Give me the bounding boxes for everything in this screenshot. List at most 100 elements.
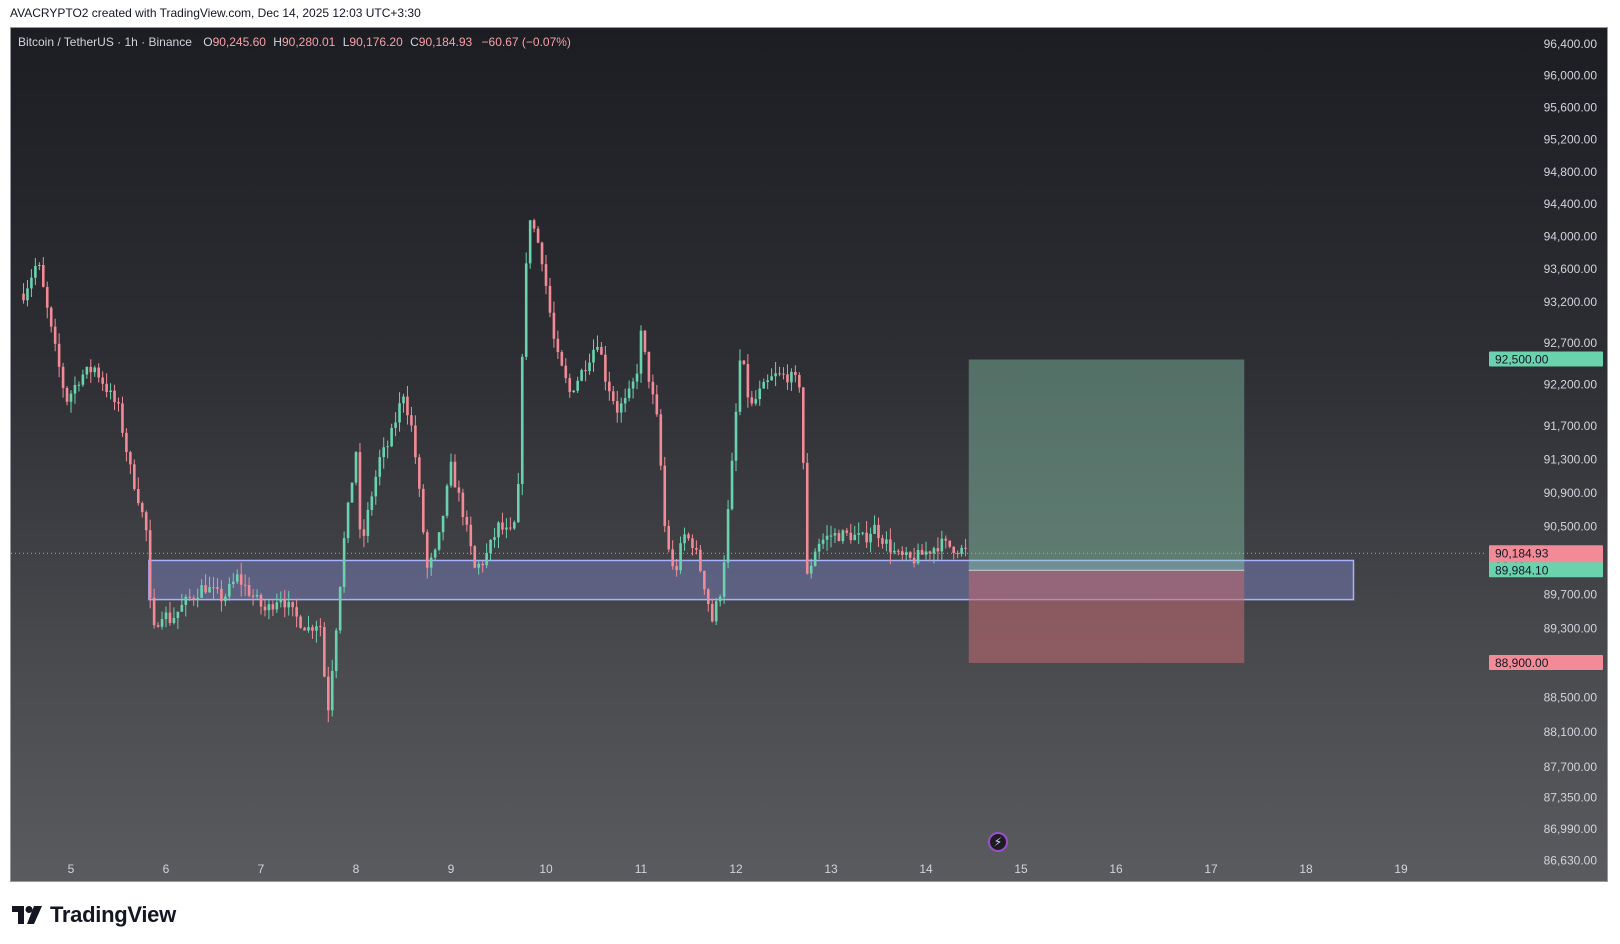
candle-107 <box>445 483 449 519</box>
candle-body <box>208 587 211 593</box>
legend-low-label: L <box>342 35 350 49</box>
candle-124 <box>513 520 516 530</box>
candle-129 <box>532 218 536 233</box>
candle-207 <box>841 529 845 544</box>
candle-body <box>857 533 861 535</box>
candle-203 <box>825 525 829 551</box>
x-tick-label: 17 <box>1204 862 1218 876</box>
candle-body <box>790 371 793 383</box>
candle-44 <box>196 588 199 608</box>
candle-224 <box>908 551 912 560</box>
candle-130 <box>536 226 540 244</box>
candle-114 <box>473 544 477 569</box>
candle-69 <box>295 598 298 628</box>
candle-42 <box>188 588 192 602</box>
candle-154 <box>631 377 635 399</box>
x-tick-label: 11 <box>635 862 648 876</box>
candle-body <box>53 326 57 344</box>
candle-body <box>651 381 655 395</box>
candle-227 <box>920 543 924 555</box>
candle-body <box>742 360 746 364</box>
candle-198 <box>805 452 809 575</box>
y-tick-label: 91,300.00 <box>1544 452 1598 466</box>
candle-body <box>540 242 544 265</box>
candle-186 <box>758 380 762 406</box>
candle-31 <box>144 510 148 542</box>
candle-body <box>829 535 833 537</box>
y-tick-label: 91,700.00 <box>1544 419 1598 433</box>
candle-body <box>69 393 73 402</box>
candle-body <box>576 380 579 391</box>
candle-119 <box>493 527 496 548</box>
candle-body <box>556 338 560 353</box>
candle-127 <box>524 252 528 361</box>
candle-137 <box>564 358 568 384</box>
candle-body <box>445 485 449 516</box>
candle-body <box>184 596 188 605</box>
candle-body <box>425 532 429 568</box>
candle-body <box>414 425 417 458</box>
candle-149 <box>611 385 615 405</box>
candle-77 <box>326 666 330 723</box>
candle-160 <box>655 384 659 417</box>
candle-210 <box>853 525 857 541</box>
candle-180 <box>734 403 738 472</box>
candle-46 <box>204 574 207 594</box>
candle-170 <box>695 540 698 555</box>
candle-196 <box>798 372 801 393</box>
y-tick-label: 95,600.00 <box>1544 101 1598 115</box>
candle-body <box>176 611 180 619</box>
candle-223 <box>904 546 908 562</box>
candle-body <box>873 524 876 534</box>
candle-body <box>889 539 892 553</box>
candle-11 <box>65 386 69 406</box>
x-tick-label: 9 <box>448 862 455 876</box>
x-tick-label: 18 <box>1299 862 1313 876</box>
candle-159 <box>651 374 655 405</box>
candle-235 <box>952 546 956 560</box>
candle-body <box>271 604 275 610</box>
candle-body <box>61 366 65 388</box>
candle-body <box>465 517 469 525</box>
candle-76 <box>323 622 326 678</box>
candle-231 <box>936 537 940 560</box>
candle-70 <box>299 614 302 629</box>
chart-area[interactable]: 5 6 7 8 9 10 11 12 13 14 15 16 17 18 19 96,400.00 96,000… <box>10 27 1608 882</box>
tradingview-logo-icon <box>12 906 42 924</box>
candle-1 <box>26 280 29 307</box>
candle-body <box>283 599 287 608</box>
candle-150 <box>615 390 619 423</box>
candle-103 <box>429 553 433 576</box>
candle-25 <box>121 396 124 437</box>
candle-39 <box>176 611 180 629</box>
legend-close-label: C <box>410 35 419 49</box>
candle-135 <box>556 330 560 360</box>
candle-body <box>382 447 386 458</box>
candle-body <box>346 502 350 539</box>
candle-body <box>477 563 481 568</box>
candle-52 <box>228 577 231 601</box>
candle-body <box>239 574 243 585</box>
candle-body <box>572 390 576 393</box>
candle-body <box>718 596 722 602</box>
lightning-icon[interactable]: ⚡ <box>988 832 1008 852</box>
candle-body <box>330 670 334 711</box>
candle-body <box>200 585 203 598</box>
candle-67 <box>287 590 291 616</box>
candle-body <box>520 356 524 485</box>
candle-168 <box>687 532 690 541</box>
candle-body <box>125 432 128 453</box>
x-tick-label: 14 <box>919 862 933 876</box>
candle-216 <box>877 517 880 548</box>
candle-body <box>679 543 682 571</box>
candle-222 <box>900 546 904 561</box>
candle-155 <box>635 363 639 390</box>
candle-136 <box>560 350 564 367</box>
candlestick-chart[interactable]: 5 6 7 8 9 10 11 12 13 14 15 16 17 18 19 96,400.00 96,000… <box>11 28 1607 881</box>
candle-16 <box>85 366 89 379</box>
candle-body <box>619 403 623 413</box>
x-tick-label: 7 <box>258 862 265 876</box>
candle-body <box>315 626 318 631</box>
candle-body <box>192 597 196 599</box>
candle-73 <box>311 624 314 639</box>
